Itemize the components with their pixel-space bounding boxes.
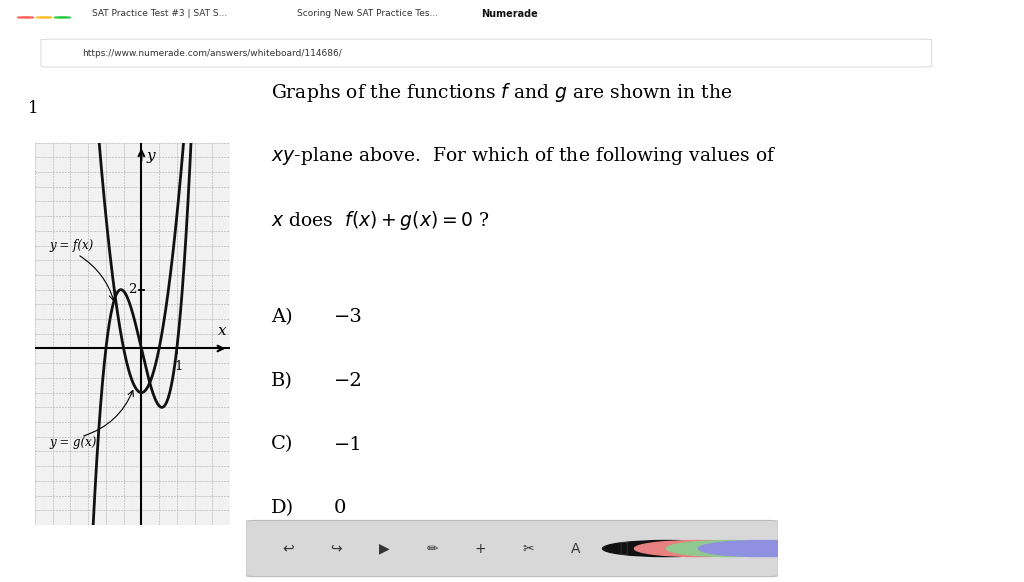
Text: SAT Practice Test #3 | SAT S...: SAT Practice Test #3 | SAT S... bbox=[92, 9, 227, 19]
Circle shape bbox=[698, 541, 826, 556]
Text: −3: −3 bbox=[334, 308, 362, 327]
Text: $xy$-plane above.  For which of the following values of: $xy$-plane above. For which of the follo… bbox=[271, 145, 777, 167]
Text: ✏: ✏ bbox=[426, 541, 438, 556]
Text: D): D) bbox=[271, 499, 295, 517]
Text: 2: 2 bbox=[128, 283, 136, 296]
Text: −1: −1 bbox=[334, 435, 362, 453]
Text: 1: 1 bbox=[28, 100, 39, 117]
Text: https://www.numerade.com/answers/whiteboard/114686/: https://www.numerade.com/answers/whitebo… bbox=[82, 48, 342, 58]
Text: ▶: ▶ bbox=[379, 541, 389, 556]
Text: 1: 1 bbox=[174, 360, 182, 373]
Text: 0: 0 bbox=[334, 499, 346, 517]
Text: y = g(x): y = g(x) bbox=[49, 436, 96, 449]
Circle shape bbox=[602, 541, 730, 556]
Text: Graphs of the functions $f$ and $g$ are shown in the: Graphs of the functions $f$ and $g$ are … bbox=[271, 81, 733, 105]
Text: ↩: ↩ bbox=[283, 541, 294, 556]
Text: Scoring New SAT Practice Tes...: Scoring New SAT Practice Tes... bbox=[297, 9, 438, 19]
FancyBboxPatch shape bbox=[246, 520, 778, 577]
Text: y: y bbox=[146, 148, 156, 162]
Text: x: x bbox=[218, 324, 226, 338]
Text: B): B) bbox=[271, 372, 293, 390]
Text: ↪: ↪ bbox=[331, 541, 342, 556]
Circle shape bbox=[36, 17, 52, 18]
Text: $x$ does  $f(x) + g(x) = 0$ ?: $x$ does $f(x) + g(x) = 0$ ? bbox=[271, 208, 489, 232]
FancyBboxPatch shape bbox=[41, 39, 932, 67]
Text: C): C) bbox=[271, 435, 294, 453]
Text: A: A bbox=[571, 541, 581, 556]
Text: A): A) bbox=[271, 308, 293, 327]
Text: +: + bbox=[474, 541, 485, 556]
Text: y = f(x): y = f(x) bbox=[49, 239, 93, 252]
Circle shape bbox=[635, 541, 762, 556]
Text: −2: −2 bbox=[334, 372, 362, 390]
Circle shape bbox=[54, 17, 71, 18]
Text: ⬛: ⬛ bbox=[620, 541, 628, 556]
Text: Numerade: Numerade bbox=[481, 9, 538, 19]
Circle shape bbox=[17, 17, 34, 18]
Text: ✂: ✂ bbox=[522, 541, 534, 556]
Circle shape bbox=[667, 541, 795, 556]
